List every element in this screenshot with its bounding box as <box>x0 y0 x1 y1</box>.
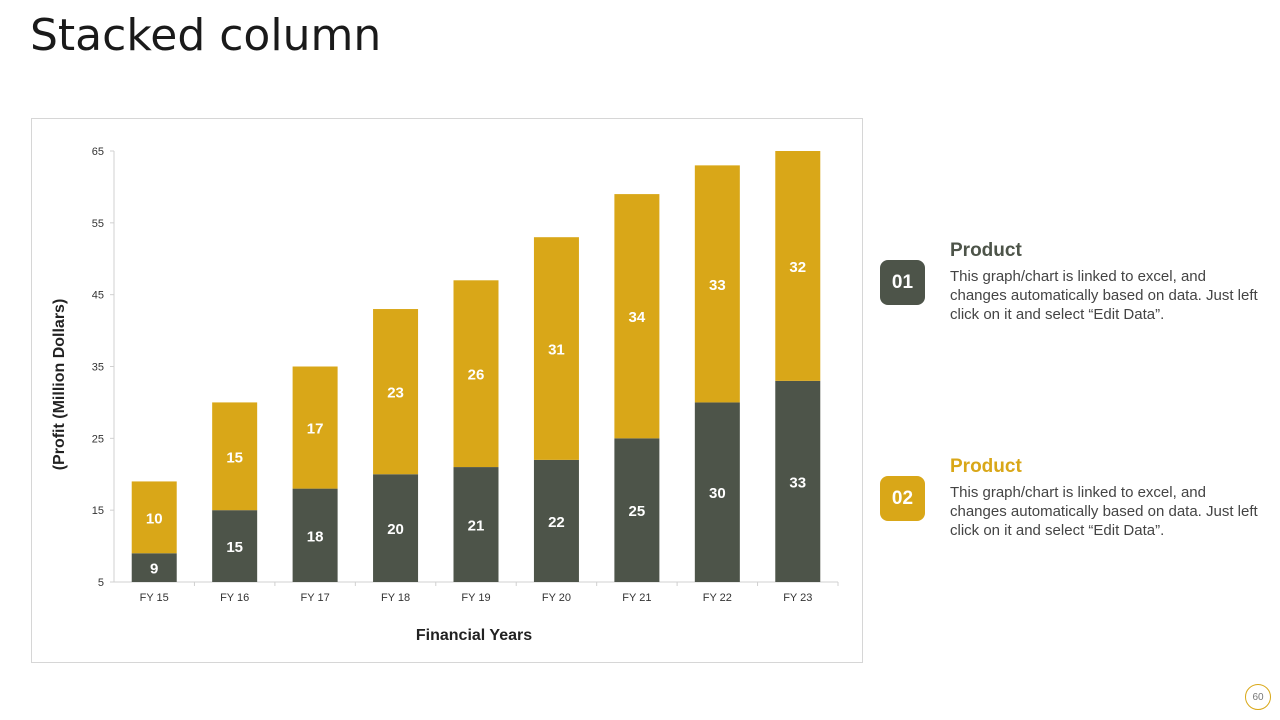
y-axis-title: (Profit (Million Dollars) <box>51 299 68 471</box>
x-tick-label: FY 21 <box>622 592 651 604</box>
chart-container[interactable]: 5 15 25 35 45 55 65 9 10 FY 15 15 15 FY 16 18 17 FY 17 2… <box>31 118 863 663</box>
bar-1-fy-23 <box>775 380 821 582</box>
legend-description-02: This graph/chart is linked to excel, and… <box>950 484 1258 539</box>
x-tick-label: FY 23 <box>783 592 812 604</box>
data-label: 20 <box>387 521 404 538</box>
y-tick-label: 25 <box>92 433 104 445</box>
x-tick-label: FY 16 <box>220 592 249 604</box>
data-label: 33 <box>709 277 726 294</box>
legend-item-product-02: 02 Product This graph/chart is linked to… <box>880 456 1260 556</box>
y-tick-label: 35 <box>92 362 104 374</box>
data-label: 31 <box>548 342 565 359</box>
bar-2-fy-22 <box>694 165 740 403</box>
data-label: 25 <box>629 503 646 520</box>
data-label: 21 <box>468 518 485 535</box>
x-tick-label: FY 20 <box>542 592 571 604</box>
bar-2-fy-17 <box>292 366 338 489</box>
x-tick-label: FY 15 <box>140 592 169 604</box>
legend-description-01: This graph/chart is linked to excel, and… <box>950 268 1258 323</box>
data-label: 18 <box>307 528 324 545</box>
data-label: 17 <box>307 421 324 438</box>
data-label: 10 <box>146 510 163 527</box>
legend-title-02: Product <box>950 456 1022 477</box>
data-label: 15 <box>226 539 243 556</box>
x-tick-label: FY 19 <box>461 592 490 604</box>
x-tick-label: FY 17 <box>301 592 330 604</box>
legend-title-01: Product <box>950 240 1022 261</box>
legend-item-product-01: 01 Product This graph/chart is linked to… <box>880 240 1260 340</box>
x-axis-title: Financial Years <box>416 627 532 644</box>
bar-2-fy-23 <box>775 151 821 381</box>
y-tick-label: 45 <box>92 290 104 302</box>
bar-1-fy-17 <box>292 488 338 582</box>
data-label: 26 <box>468 367 485 384</box>
x-tick-label: FY 18 <box>381 592 410 604</box>
data-label: 22 <box>548 514 565 531</box>
bar-1-fy-15 <box>131 553 177 582</box>
y-tick-label: 65 <box>92 146 104 158</box>
x-tick-label: FY 22 <box>703 592 732 604</box>
data-label: 33 <box>789 474 806 491</box>
stacked-column-chart[interactable]: 5 15 25 35 45 55 65 9 10 FY 15 15 15 FY 16 18 17 FY 17 2… <box>32 119 864 664</box>
legend-badge-01: 01 <box>880 260 925 305</box>
data-label: 34 <box>629 309 646 326</box>
bar-2-fy-21 <box>614 194 660 439</box>
legend-badge-02: 02 <box>880 476 925 521</box>
y-tick-label: 5 <box>98 577 104 589</box>
data-label: 23 <box>387 385 404 402</box>
bar-1-fy-20 <box>533 459 579 582</box>
bar-1-fy-18 <box>373 474 419 582</box>
bar-2-fy-20 <box>533 237 579 460</box>
data-label: 32 <box>789 259 806 276</box>
data-label: 30 <box>709 485 726 502</box>
bar-1-fy-21 <box>614 438 660 582</box>
y-tick-label: 55 <box>92 218 104 230</box>
bar-1-fy-22 <box>694 402 740 582</box>
bar-1-fy-19 <box>453 467 499 582</box>
page-title: Stacked column <box>30 10 382 61</box>
bar-2-fy-15 <box>131 481 177 554</box>
bar-1-fy-16 <box>212 510 258 582</box>
page-number: 60 <box>1245 684 1271 710</box>
data-label: 9 <box>150 561 158 578</box>
data-label: 15 <box>226 449 243 466</box>
bar-2-fy-16 <box>212 402 258 511</box>
bar-2-fy-18 <box>373 309 419 475</box>
bar-2-fy-19 <box>453 280 499 468</box>
y-tick-label: 15 <box>92 505 104 517</box>
